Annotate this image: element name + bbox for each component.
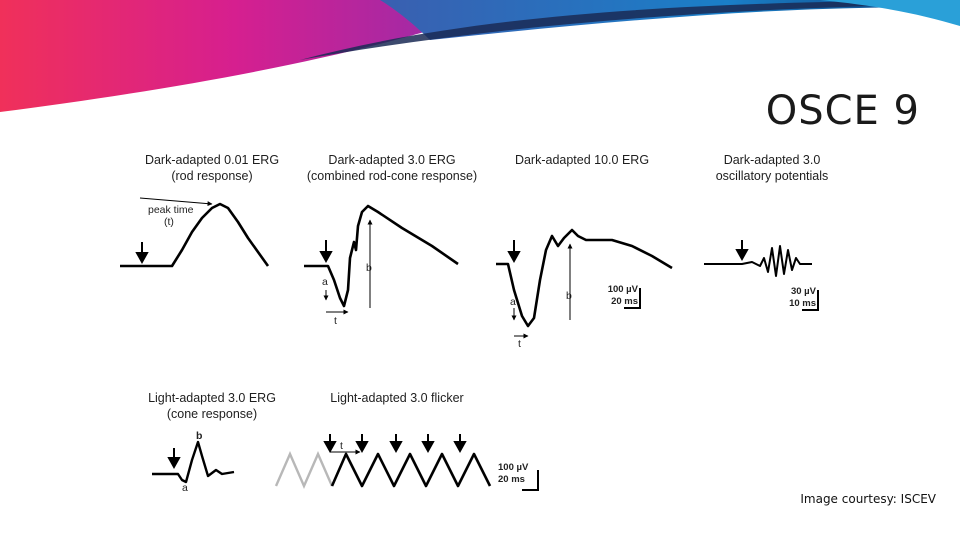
banner-blue-band bbox=[380, 0, 960, 40]
banner-magenta-band bbox=[0, 0, 520, 112]
flicker-scale-time: 20 ms bbox=[498, 474, 525, 485]
bright-label-a: a bbox=[510, 296, 516, 308]
bright-trace bbox=[496, 228, 673, 328]
rod-peak-arrow bbox=[139, 197, 213, 207]
combined-stimulus-arrow bbox=[319, 240, 333, 264]
header-banner bbox=[0, 0, 960, 112]
bright-title: Dark-adapted 10.0 ERG bbox=[514, 153, 650, 167]
bright-scale-bar bbox=[624, 288, 641, 309]
flicker-label-t: t bbox=[340, 440, 343, 452]
flicker-scale-bar bbox=[522, 470, 539, 491]
cone-label-a: a bbox=[182, 482, 188, 494]
cone-label-b: b bbox=[196, 430, 203, 442]
bright-label-b: b bbox=[566, 290, 572, 302]
cone-waveform bbox=[152, 440, 235, 484]
combined-label-t: t bbox=[334, 315, 337, 327]
banner-sky-stroke bbox=[820, 0, 960, 26]
bright-waveform bbox=[496, 228, 673, 328]
flicker-title: Light-adapted 3.0 flicker bbox=[330, 391, 464, 405]
ops-title: Dark-adapted 3.0 oscillatory potentials bbox=[715, 153, 829, 183]
ops-scale-time: 10 ms bbox=[789, 298, 816, 309]
ops-scale-bar bbox=[802, 290, 819, 311]
flicker-trace bbox=[330, 452, 492, 488]
combined-title: Dark-adapted 3.0 ERG (combined rod-cone … bbox=[306, 153, 478, 183]
ops-stimulus-arrow bbox=[735, 240, 749, 262]
rod-stimulus-arrow bbox=[135, 242, 149, 265]
combined-label-b: b bbox=[366, 262, 372, 274]
rod-title: Dark-adapted 0.01 ERG (rod response) bbox=[144, 153, 280, 183]
combined-label-a: a bbox=[322, 276, 328, 288]
rod-waveform bbox=[120, 202, 270, 268]
flicker-stimulus-arrows bbox=[323, 434, 467, 454]
flicker-scale-amp: 100 µV bbox=[498, 462, 529, 473]
rod-trace bbox=[120, 202, 270, 268]
rod-peak-symbol: (t) bbox=[164, 216, 174, 228]
cone-stimulus-arrow bbox=[167, 448, 181, 470]
rod-peak-label: peak time bbox=[148, 204, 194, 216]
bright-scale-time: 20 ms bbox=[611, 296, 638, 307]
ops-trace bbox=[704, 245, 812, 277]
bright-label-t: t bbox=[518, 338, 521, 350]
erg-waveforms bbox=[120, 197, 819, 491]
banner-navy-stroke bbox=[300, 0, 960, 60]
ops-scale-amp: 30 µV bbox=[790, 286, 816, 297]
bright-scale-amp: 100 µV bbox=[607, 284, 638, 295]
cone-title: Light-adapted 3.0 ERG (cone response) bbox=[148, 391, 276, 421]
combined-waveform bbox=[304, 204, 459, 308]
combined-trace bbox=[304, 204, 459, 308]
flicker-waveform bbox=[330, 452, 492, 488]
cone-trace bbox=[152, 440, 235, 484]
slide-title: OSCE 9 bbox=[765, 88, 920, 134]
ops-waveform bbox=[704, 245, 812, 277]
bright-stimulus-arrow bbox=[507, 240, 521, 264]
image-credit: Image courtesy: ISCEV bbox=[800, 492, 936, 506]
flicker-gray-trace bbox=[274, 451, 334, 489]
erg-figure: Dark-adapted 0.01 ERG (rod response) Dar… bbox=[112, 140, 840, 498]
